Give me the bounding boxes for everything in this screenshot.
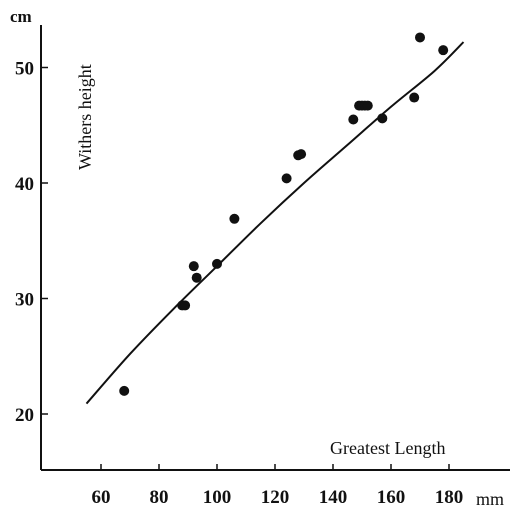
data-point (348, 114, 359, 125)
y-tick-label: 20 (15, 405, 34, 426)
data-point (362, 100, 373, 111)
y-tick-label: 40 (15, 174, 34, 195)
x-unit-label: mm (476, 489, 504, 509)
y-tick-label: 50 (15, 59, 34, 80)
x-tick-label: 80 (150, 487, 169, 508)
y-unit-label: cm (10, 7, 32, 26)
x-tick-label: 60 (92, 487, 111, 508)
data-point (409, 92, 420, 103)
data-point (188, 261, 199, 272)
axes (40, 25, 510, 471)
x-tick-label: 140 (319, 487, 348, 508)
data-point (212, 258, 222, 269)
fit-curve (85, 41, 465, 405)
data-point (415, 32, 425, 43)
y-tick-label: 30 (15, 290, 34, 311)
x-axis-label: Greatest Length (330, 438, 445, 458)
x-tick-label: 120 (261, 487, 290, 508)
x-tick-label: 100 (203, 487, 232, 508)
x-tick-label: 180 (435, 487, 464, 508)
data-point (281, 173, 292, 184)
data-point (438, 45, 449, 56)
data-point (119, 385, 130, 396)
data-point (180, 300, 191, 311)
data-point (229, 213, 240, 224)
data-points (119, 32, 449, 396)
data-point (191, 272, 202, 283)
x-tick-label: 160 (377, 487, 406, 508)
y-axis-label: Withers height (75, 64, 95, 170)
ticks (41, 66, 450, 470)
tick-labels: 60 80 100 120 140 160 180 20 30 40 50 (15, 59, 463, 509)
data-point (296, 149, 307, 160)
data-point (377, 113, 388, 124)
